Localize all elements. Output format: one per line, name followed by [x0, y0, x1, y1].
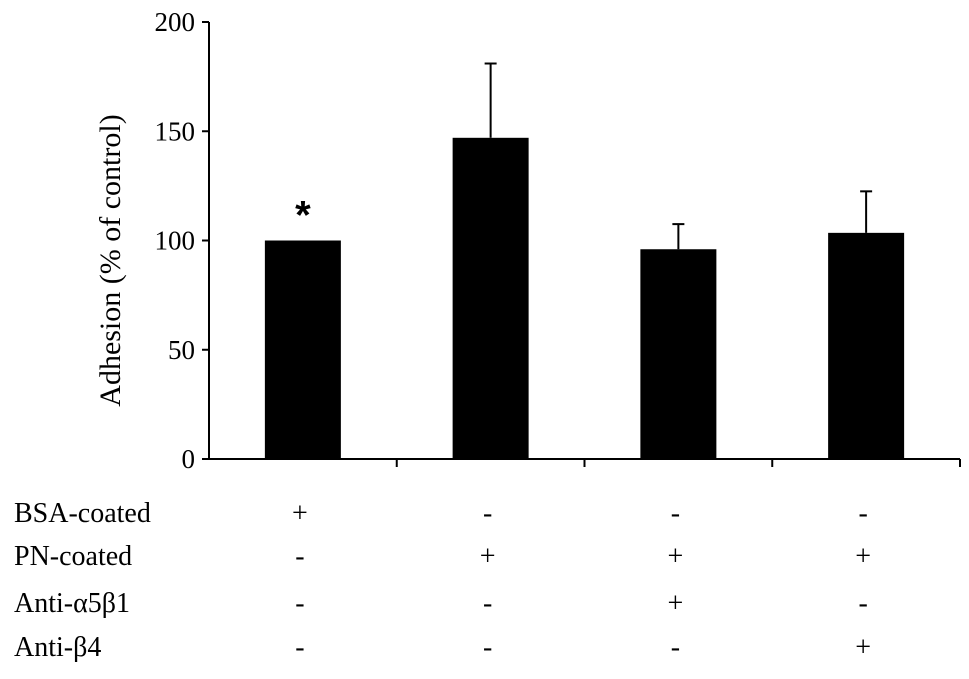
condition-sign: - — [295, 588, 305, 619]
bar-2 — [452, 137, 529, 459]
significance-asterisk: * — [295, 194, 311, 238]
y-tick-label: 200 — [155, 7, 196, 37]
condition-sign: - — [295, 632, 305, 663]
condition-label: Anti-β4 — [14, 632, 102, 663]
condition-label: Anti-α5β1 — [14, 588, 131, 619]
condition-sign: - — [482, 498, 493, 529]
bar-4 — [828, 232, 905, 459]
condition-label: PN-coated — [14, 541, 133, 572]
condition-sign: - — [670, 498, 681, 529]
condition-label: BSA-coated — [14, 498, 151, 529]
y-tick-label: 50 — [168, 335, 195, 365]
bar-1 — [264, 240, 341, 459]
condition-sign: - — [295, 541, 305, 572]
condition-sign: - — [482, 632, 493, 663]
y-axis-label: Adhesion (% of control) — [94, 114, 127, 406]
condition-sign: + — [855, 632, 872, 663]
condition-sign: + — [291, 498, 308, 529]
condition-sign: - — [858, 498, 868, 529]
y-tick-label: 150 — [155, 116, 196, 146]
condition-sign: + — [855, 541, 872, 572]
condition-sign: - — [670, 632, 681, 663]
condition-sign: + — [479, 541, 496, 572]
y-tick-label: 0 — [182, 444, 196, 474]
condition-sign: - — [858, 588, 868, 619]
condition-sign: + — [667, 541, 684, 572]
condition-sign: + — [667, 588, 684, 619]
bar-3 — [640, 249, 717, 459]
y-tick-label: 100 — [155, 226, 196, 256]
condition-sign: - — [482, 588, 493, 619]
